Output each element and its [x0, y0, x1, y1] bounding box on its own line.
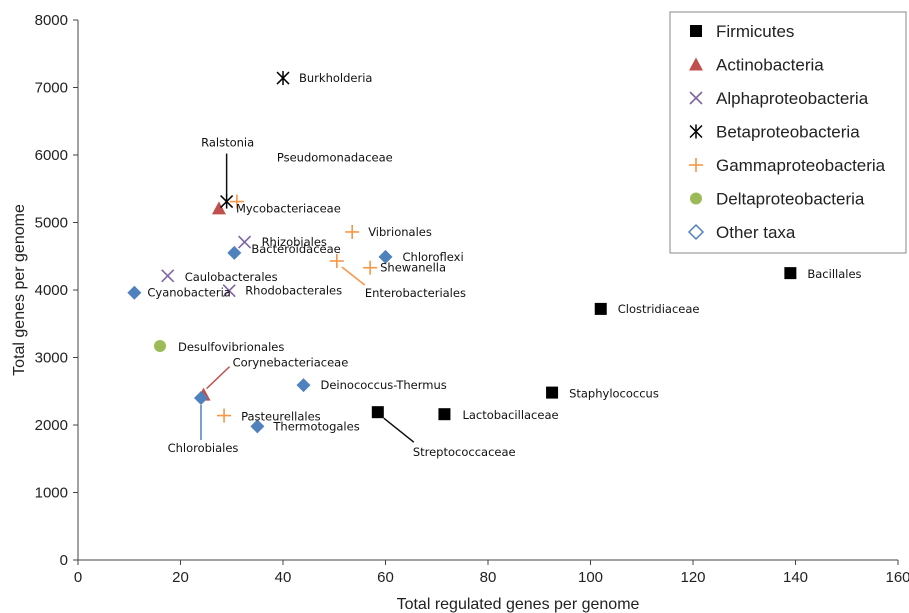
point-deinococcus-thermus: [296, 378, 311, 393]
x-tick-label: 80: [480, 569, 497, 586]
y-tick-label: 7000: [35, 80, 68, 97]
leader-lines: [200, 153, 415, 443]
legend-marker-deltaproteobacteria: [690, 192, 702, 205]
y-tick-label: 6000: [35, 147, 68, 164]
label-rhizobiales: Rhizobiales: [262, 235, 327, 249]
point-chlorobiales: [194, 391, 208, 405]
legend: Firmicutes Actinobacteria Alphaproteobacte…: [669, 11, 907, 254]
point-pseudomonadaceae: [229, 194, 244, 209]
y-tick-label: 4000: [35, 282, 68, 299]
point-rhizobiales: [237, 235, 252, 249]
legend-marker-gammaproteobacteria: [689, 158, 703, 172]
label-chlorobiales: Chlorobiales: [168, 441, 239, 455]
point-cyanobacteria: [127, 285, 142, 300]
point-bacteroidaceae: [227, 245, 242, 260]
leader-streptococcaceae: [383, 417, 415, 443]
label-enterobacteriales: Enterobacteriales: [365, 286, 466, 300]
label-thermotogales: Thermotogales: [272, 419, 359, 433]
y-tick-label: 2000: [35, 417, 68, 434]
point-burkholderia: [276, 71, 290, 86]
label-lactobacillaceae: Lactobacillaceae: [462, 408, 558, 422]
y-tick-label: 3000: [35, 350, 68, 367]
axes: 0 20 40 60 80 100 120 140 160 0 1000 2000 3000 4000 50…: [11, 12, 909, 613]
x-tick-label: 140: [783, 569, 808, 586]
legend-label-alphaproteobacteria: Alphaproteobacteria: [716, 89, 869, 108]
x-tick-label: 120: [680, 569, 705, 586]
point-thermotogales: [250, 419, 265, 434]
legend-marker-betaproteobacteria: [689, 124, 703, 139]
legend-marker-firmicutes: [690, 25, 702, 37]
point-clostridiaceae: [594, 302, 607, 315]
label-caulobacterales: Caulobacterales: [185, 270, 278, 284]
leader-corynebacteriaceae: [206, 366, 231, 390]
legend-marker-other-taxa: [687, 223, 705, 241]
x-tick-label: 100: [578, 569, 603, 586]
label-deinococcus-thermus: Deinococcus-Thermus: [321, 378, 447, 392]
label-corynebacteriaceae: Corynebacteriaceae: [233, 356, 349, 370]
legend-label-gammaproteobacteria: Gammaproteobacteria: [716, 156, 886, 175]
legend-box: [669, 11, 907, 254]
x-tick-label: 20: [172, 569, 189, 586]
point-bacillales: [784, 267, 797, 280]
point-rhodobacterales: [222, 284, 236, 298]
label-burkholderia: Burkholderia: [299, 71, 372, 85]
label-desulfovibrionales: Desulfovibrionales: [178, 340, 284, 354]
point-pasteurellales: [217, 408, 232, 423]
y-tick-label: 0: [60, 552, 68, 569]
label-pasteurellales: Pasteurellales: [241, 410, 321, 424]
label-bacillales: Bacillales: [807, 267, 861, 281]
label-clostridiaceae: Clostridiaceae: [618, 302, 700, 316]
legend-marker-actinobacteria: [689, 57, 703, 71]
point-staphylococcus: [546, 386, 559, 399]
label-rhodobacterales: Rhodobacterales: [245, 284, 342, 298]
leader-enterobacteriales: [341, 266, 366, 286]
legend-marker-alphaproteobacteria: [689, 91, 703, 105]
label-pseudomonadaceae: Pseudomonadaceae: [277, 151, 393, 165]
label-mycobacteriaceae: Mycobacteriaceae: [236, 201, 341, 215]
point-shewanella: [363, 260, 378, 275]
legend-label-actinobacteria: Actinobacteria: [716, 56, 824, 75]
x-tick-label: 0: [74, 569, 82, 586]
point-mycobacteriaceae: [211, 201, 226, 215]
point-vibrionales: [345, 224, 360, 239]
x-tick-label: 40: [275, 569, 292, 586]
legend-label-firmicutes: Firmicutes: [716, 22, 794, 41]
label-ralstonia: Ralstonia: [201, 136, 254, 150]
y-tick-label: 5000: [35, 215, 68, 232]
label-shewanella: Shewanella: [380, 261, 446, 275]
point-enterobacteriales: [329, 253, 344, 268]
legend-label-betaproteobacteria: Betaproteobacteria: [716, 123, 860, 142]
legend-label-deltaproteobacteria: Deltaproteobacteria: [716, 190, 865, 209]
y-axis-title: Total genes per genome: [11, 204, 28, 376]
legend-label-other-taxa: Other taxa: [716, 223, 796, 242]
point-desulfovibrionales: [154, 340, 166, 353]
label-staphylococcus: Staphylococcus: [569, 387, 659, 401]
point-chloroflexi: [378, 249, 393, 264]
label-chloroflexi: Chloroflexi: [403, 250, 464, 264]
point-lactobacillaceae: [438, 408, 451, 421]
label-cyanobacteria: Cyanobacteria: [147, 286, 230, 300]
x-tick-label: 60: [377, 569, 394, 586]
label-vibrionales: Vibrionales: [368, 225, 432, 239]
x-tick-label: 160: [885, 569, 909, 586]
label-streptococcaceae: Streptococcaceae: [413, 445, 516, 459]
x-axis-title: Total regulated genes per genome: [397, 596, 640, 613]
label-bacteroidaceae: Bacteroidaceae: [251, 242, 340, 256]
point-caulobacterales: [161, 269, 175, 283]
y-tick-label: 1000: [35, 485, 68, 502]
point-streptococcaceae: [371, 406, 384, 419]
point-labels: Bacillales Clostridiaceae Staphylococcus La…: [147, 71, 861, 459]
data-points: [127, 71, 797, 434]
point-ralstonia: [220, 194, 234, 209]
y-tick-label: 8000: [35, 12, 68, 29]
